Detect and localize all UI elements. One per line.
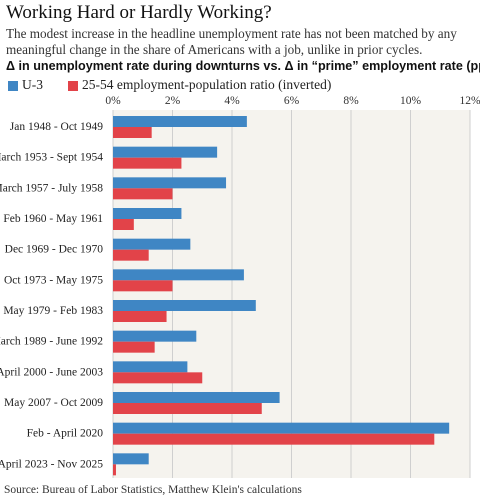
x-tick-label: 6% [284,95,300,107]
category-label: April 2023 - Nov 2025 [0,458,103,470]
category-label: Feb - April 2020 [27,428,104,440]
chart-title: Working Hard or Hardly Working? [6,2,272,23]
bar-epop [113,188,173,200]
legend-label-u3: U-3 [22,77,43,92]
category-label: Dec 1969 - Dec 1970 [5,244,104,256]
bar-epop [113,127,152,138]
bar-u3 [113,177,227,189]
category-label: Feb 1960 - May 1961 [3,213,103,225]
axis-title: Δ in unemployment rate during downturns … [6,59,480,73]
category-label: Oct 1973 - May 1975 [4,274,103,286]
x-tick-label: 2% [165,95,181,107]
bar-u3 [113,330,197,342]
bar-epop [113,403,262,414]
chart-subtitle: The modest increase in the headline unem… [6,26,457,57]
bar-chart: 0% 2% 4% 6% 8% 10% 12% Jan 1948 - Oct 1949 March… [0,95,480,478]
chart-legend: U-3 25-54 employment-population ratio (i… [8,77,468,95]
x-tick-label: 12% [459,95,480,107]
bar-epop [113,464,116,476]
x-tick-label: 10% [400,95,422,107]
bar-u3 [113,208,182,219]
bar-u3 [113,238,191,250]
legend-swatch-epop [68,81,78,91]
bar-epop [113,311,167,322]
bar-u3 [113,269,244,281]
bar-u3 [113,422,450,434]
category-label: March 1953 - Sept 1954 [0,152,103,164]
legend-label-epop: 25-54 employment-population ratio (inver… [82,77,332,92]
bar-u3 [113,392,280,403]
category-label: March 1957 - July 1958 [0,182,103,194]
bar-epop [113,219,134,230]
bar-u3 [113,146,218,158]
bar-u3 [113,453,149,465]
bar-u3 [113,361,188,373]
bar-epop [113,341,155,353]
legend-swatch-u3 [8,81,18,91]
bar-epop [113,249,149,261]
category-label: March 1989 - June 1992 [0,336,103,348]
bar-u3 [113,116,247,127]
x-tick-label: 8% [343,95,359,107]
x-tick-label: 0% [105,95,121,107]
category-label: May 1979 - Feb 1983 [3,305,103,317]
chart-source: Source: Bureau of Labor Statistics, Matt… [4,484,302,496]
x-tick-label: 4% [224,95,240,107]
category-label: April 2000 - June 2003 [0,366,103,378]
bar-epop [113,280,173,292]
bar-u3 [113,300,256,311]
category-label: Jan 1948 - Oct 1949 [10,121,104,133]
bar-epop [113,372,203,384]
category-label: May 2007 - Oct 2009 [4,397,103,409]
bar-epop [113,157,182,169]
bar-epop [113,433,435,445]
